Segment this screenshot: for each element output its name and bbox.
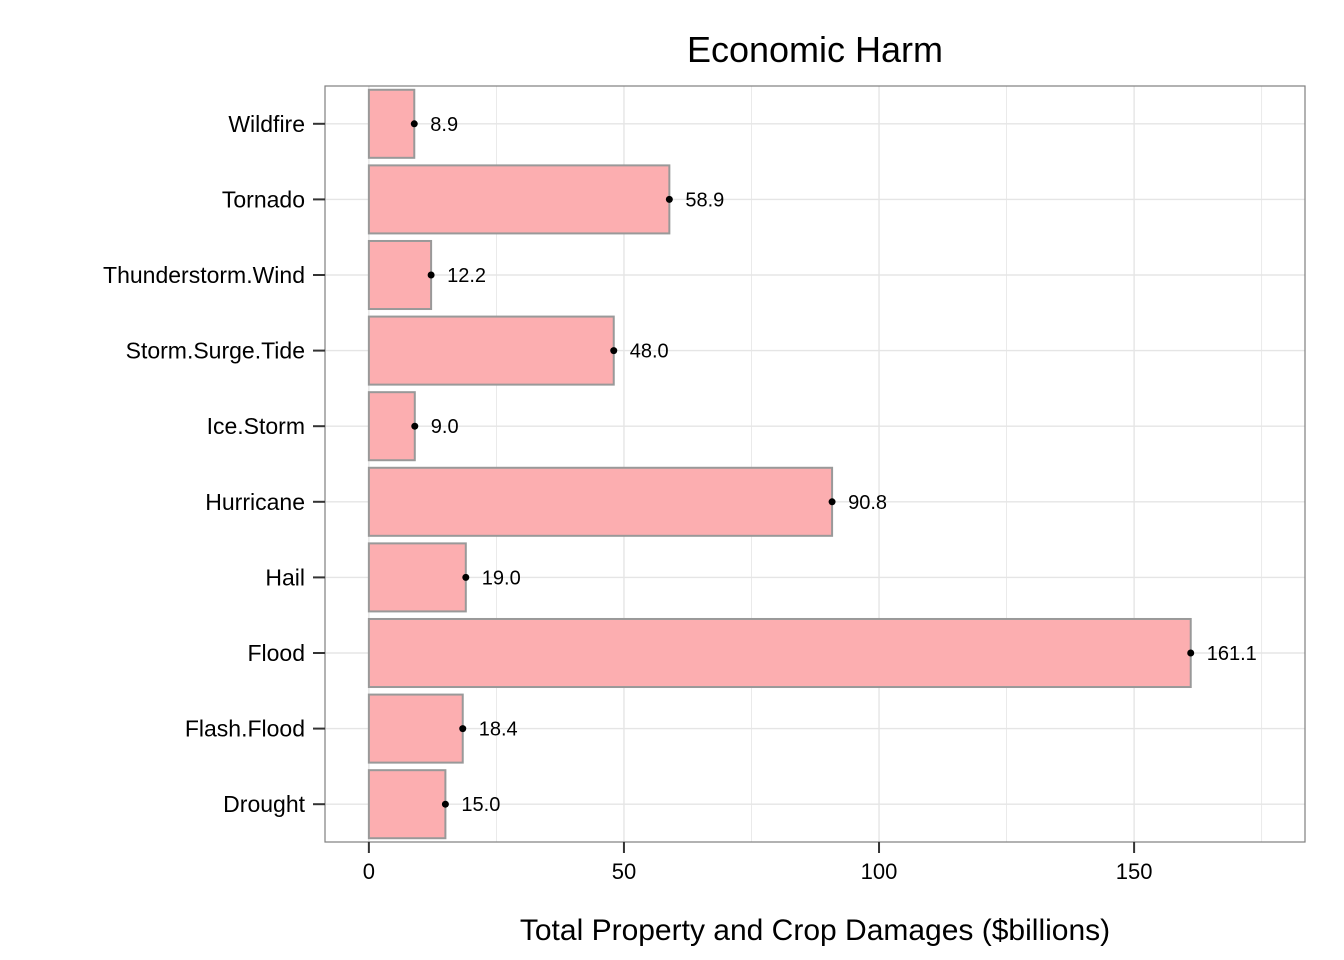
value-points [410,120,1195,808]
data-label: 9.0 [431,416,459,438]
bar [367,617,1192,689]
x-tick-label: 100 [861,859,898,884]
value-point [459,725,467,733]
category-label: Flash.Flood [185,716,305,742]
y-axis: Wildfire Tornado Thunderstorm.Wind Storm.Su… [103,111,325,817]
data-label: 161.1 [1207,643,1257,665]
plot-panel [324,85,1306,843]
data-labels: 8.9 58.9 12.2 48.0 9.0 90.8 19.0 161.1 18.4 15.0 [430,114,1257,816]
category-label: Flood [247,640,305,666]
data-label: 90.8 [848,492,887,514]
category-label: Tornado [222,186,305,212]
bar [367,315,615,386]
bar [367,466,834,537]
x-tick-label: 150 [1116,859,1153,884]
value-point [462,573,470,581]
data-label: 58.9 [685,189,724,211]
x-tick-label: 50 [612,859,636,884]
category-label: Wildfire [228,111,305,137]
bar [367,769,447,840]
x-axis: 0 50 100 150 [363,842,1153,884]
bar [367,391,416,462]
value-point [427,271,435,279]
chart-title: Economic Harm [687,29,943,70]
bar [367,542,467,613]
category-label: Drought [223,791,305,817]
value-point [1187,649,1195,657]
data-label: 12.2 [447,265,486,287]
value-point [828,498,836,506]
value-point [610,347,618,355]
data-label: 18.4 [479,719,518,741]
x-axis-label: Total Property and Crop Damages ($billio… [520,914,1110,947]
value-point [411,422,419,430]
category-label: Hurricane [205,489,305,515]
category-label: Storm.Surge.Tide [126,338,305,364]
data-label: 15.0 [461,794,500,816]
category-label: Ice.Storm [207,413,305,439]
bar [367,88,416,159]
category-label: Hail [265,564,305,590]
bar [367,693,464,764]
data-label: 48.0 [630,341,669,363]
bar [367,239,433,311]
data-label: 19.0 [482,567,521,589]
value-point [410,120,418,128]
bar [367,164,671,235]
value-point [441,800,449,808]
category-label: Thunderstorm.Wind [103,262,305,288]
data-label: 8.9 [430,114,458,136]
value-point [665,195,673,203]
bars [367,88,1192,840]
x-tick-label: 0 [363,859,375,884]
